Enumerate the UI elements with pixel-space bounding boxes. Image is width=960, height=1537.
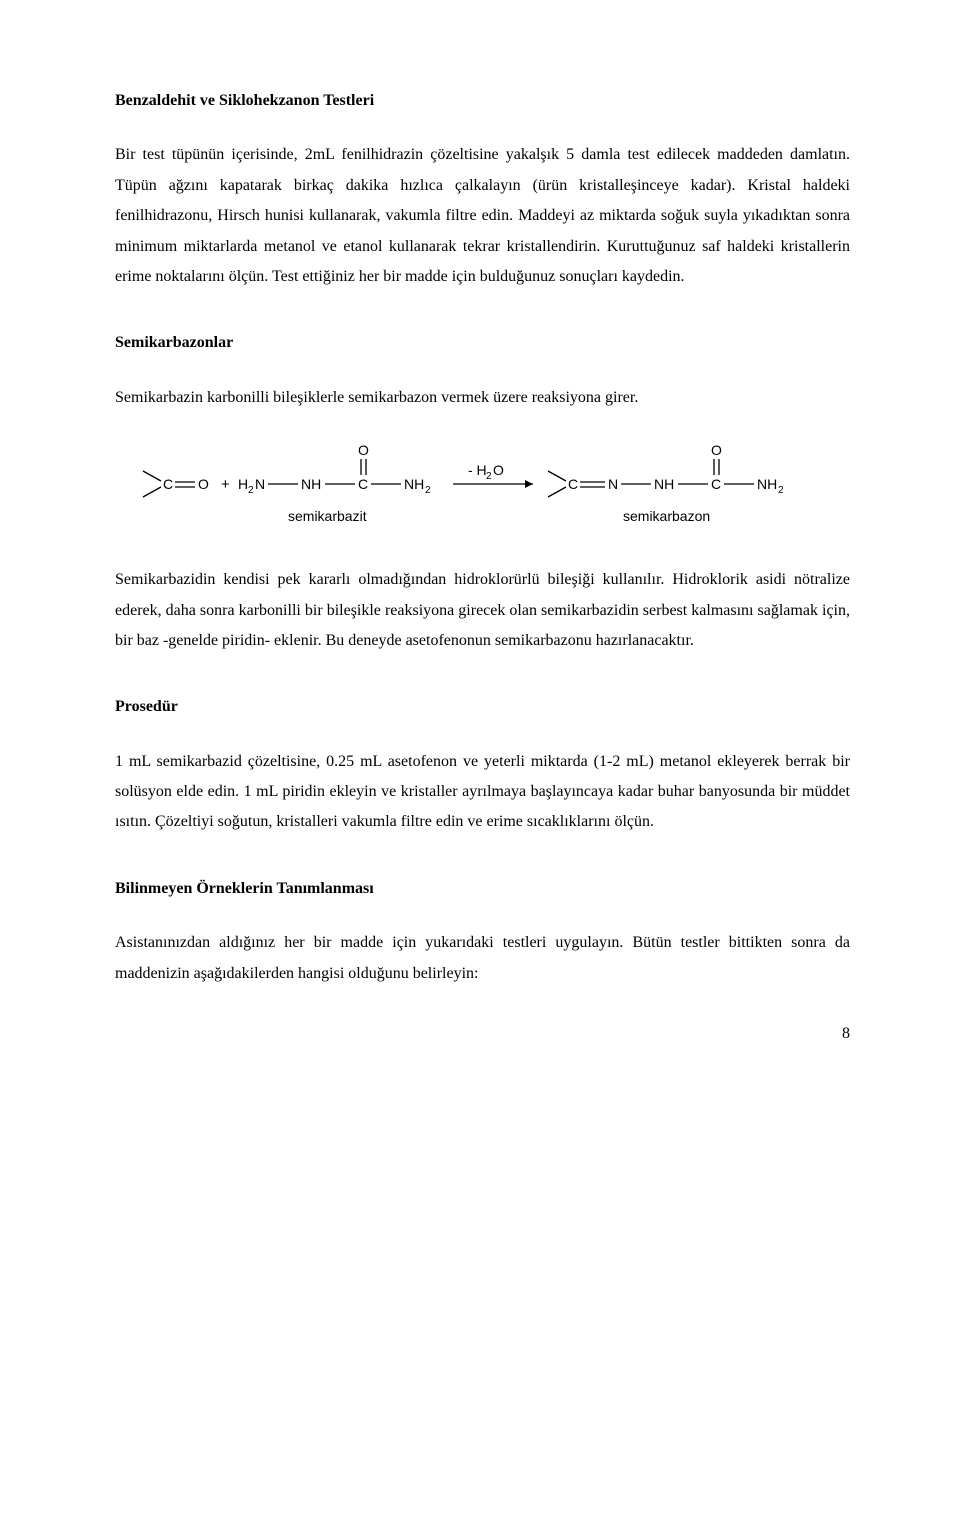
paragraph-4: 1 mL semikarbazid çözeltisine, 0.25 mL a…	[115, 747, 850, 838]
atom-o: O	[198, 476, 209, 492]
label-semikarbazon: semikarbazon	[623, 508, 710, 524]
atom-nh: NH	[301, 476, 321, 492]
paragraph-3: Semikarbazidin kendisi pek kararlı olmad…	[115, 565, 850, 656]
plus-sign: +	[221, 476, 230, 493]
atom-n: N	[255, 476, 265, 492]
atom-n: N	[608, 476, 618, 492]
atom-c: C	[358, 476, 368, 492]
atom-o: O	[358, 442, 369, 458]
heading-semikarbazonlar: Semikarbazonlar	[115, 332, 850, 354]
arrow-label-sub2: 2	[486, 471, 492, 482]
atom-h: H	[238, 476, 248, 492]
atom-c: C	[568, 476, 578, 492]
reaction-diagram: C O + H 2 N NH C O NH 2 - H 2 O C N	[133, 435, 833, 545]
paragraph-2: Semikarbazin karbonilli bileşiklerle sem…	[115, 383, 850, 413]
sub-2: 2	[425, 485, 431, 496]
heading-bilinmeyen: Bilinmeyen Örneklerin Tanımlanması	[115, 878, 850, 900]
sub-2: 2	[248, 485, 254, 496]
heading-benzaldehit: Benzaldehit ve Siklohekzanon Testleri	[115, 90, 850, 112]
heading-prosedur: Prosedür	[115, 696, 850, 718]
sub-2: 2	[778, 485, 784, 496]
atom-o: O	[711, 442, 722, 458]
label-semikarbazit: semikarbazit	[288, 508, 367, 524]
page-number: 8	[115, 1019, 850, 1049]
arrow-label-o: O	[493, 462, 504, 478]
atom-nh2: NH	[757, 476, 777, 492]
atom-nh: NH	[654, 476, 674, 492]
arrow-label-h: - H	[468, 462, 487, 478]
atom-c: C	[163, 476, 173, 492]
paragraph-5: Asistanınızdan aldığınız her bir madde i…	[115, 928, 850, 989]
atom-nh2: NH	[404, 476, 424, 492]
paragraph-1: Bir test tüpünün içerisinde, 2mL fenilhi…	[115, 140, 850, 292]
atom-c: C	[711, 476, 721, 492]
